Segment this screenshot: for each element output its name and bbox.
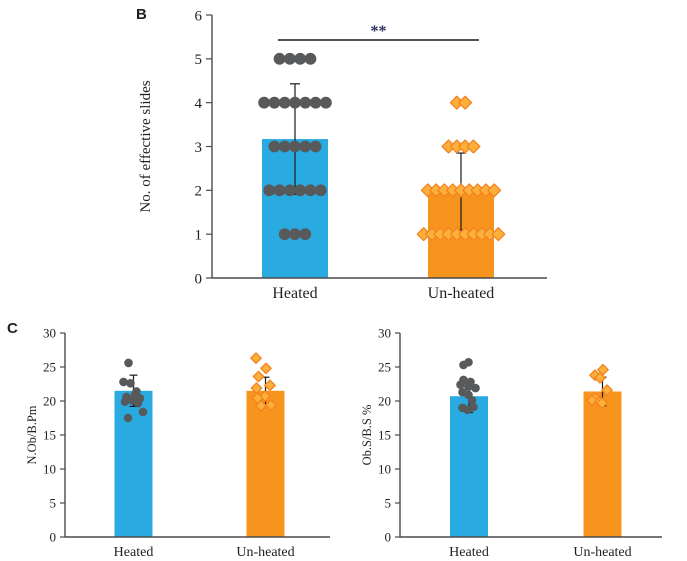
panel-label-b: B (136, 6, 147, 23)
data-point-diamond (265, 399, 277, 411)
panel-label-c: C (7, 320, 18, 337)
y-tick-label: 5 (385, 496, 392, 511)
y-tick-label: 30 (378, 326, 391, 341)
data-point-circle (294, 52, 307, 65)
data-point-diamond (586, 394, 598, 407)
y-tick-label: 15 (378, 428, 391, 443)
data-point-circle (138, 407, 148, 417)
bar-heated (114, 390, 153, 537)
y-tick-label: 5 (50, 496, 57, 511)
y-tick-label: 0 (195, 271, 203, 287)
data-point-circle (463, 405, 472, 415)
data-point-circle (304, 184, 317, 197)
y-tick-label: 15 (43, 428, 56, 443)
y-axis-title: No. of effective slides (138, 80, 154, 212)
data-point-diamond (487, 183, 502, 198)
significance-label: ** (371, 23, 387, 40)
category-label-heated: Heated (114, 545, 154, 560)
data-point-circle (273, 184, 286, 197)
data-point-circle (294, 184, 307, 197)
data-point-circle (126, 379, 135, 388)
data-point-circle (314, 184, 327, 197)
data-point-circle (289, 228, 301, 241)
data-point-circle (456, 380, 465, 389)
data-point-circle (120, 397, 130, 406)
y-tick-label: 5 (195, 52, 203, 68)
data-point-circle (299, 228, 312, 241)
y-tick-label: 0 (50, 530, 57, 545)
data-point-diamond (264, 379, 276, 392)
category-label-un-heated: Un-heated (428, 285, 495, 302)
y-tick-label: 4 (195, 96, 203, 112)
data-point-circle (289, 140, 301, 153)
data-point-circle (299, 140, 312, 153)
data-point-circle (263, 184, 276, 197)
data-point-circle (273, 52, 286, 65)
y-tick-label: 1 (195, 227, 203, 243)
data-point-circle (289, 96, 301, 109)
data-point-circle (309, 96, 322, 109)
y-tick-label: 20 (43, 394, 56, 409)
bar-heated (450, 396, 488, 537)
data-point-circle (278, 96, 291, 109)
data-point-circle (268, 96, 281, 109)
category-label-un-heated: Un-heated (236, 545, 294, 560)
data-point-diamond (596, 397, 608, 409)
data-point-circle (119, 377, 128, 387)
data-point-circle (304, 52, 317, 65)
data-point-circle (283, 184, 296, 197)
data-point-diamond (252, 370, 265, 383)
data-point-circle (467, 396, 477, 405)
category-label-heated: Heated (272, 285, 317, 302)
data-point-circle (464, 382, 473, 392)
category-label-un-heated: Un-heated (573, 545, 631, 560)
data-point-circle (459, 360, 468, 370)
data-point-diamond (594, 372, 606, 384)
data-point-circle (309, 140, 322, 153)
bar-un-heated (246, 390, 285, 537)
y-axis-title: Ob.S/B.S % (360, 405, 374, 466)
bar-un-heated (583, 391, 622, 537)
y-tick-label: 2 (195, 184, 203, 200)
y-tick-label: 6 (195, 8, 203, 24)
data-point-diamond (491, 227, 506, 242)
data-point-circle (299, 96, 312, 109)
category-label-heated: Heated (449, 545, 489, 560)
data-point-circle (283, 52, 296, 65)
y-tick-label: 30 (43, 326, 56, 341)
y-tick-label: 20 (378, 394, 391, 409)
data-point-circle (258, 96, 270, 109)
data-point-circle (471, 383, 480, 393)
data-point-circle (268, 140, 281, 153)
data-point-circle (278, 228, 291, 241)
data-point-circle (320, 96, 332, 109)
y-axis-title: N.Ob/B.Pm (25, 405, 39, 464)
data-point-circle (133, 398, 143, 408)
data-point-diamond (250, 352, 262, 365)
data-point-circle (123, 413, 133, 423)
y-tick-label: 10 (378, 462, 391, 477)
data-point-diamond (260, 362, 272, 375)
y-tick-label: 25 (378, 360, 391, 375)
y-tick-label: 0 (385, 530, 392, 545)
data-point-diamond (458, 95, 473, 110)
y-tick-label: 25 (43, 360, 56, 375)
y-tick-label: 3 (195, 140, 203, 156)
data-point-diamond (255, 399, 267, 412)
data-point-circle (278, 140, 291, 153)
y-tick-label: 10 (43, 462, 56, 477)
data-point-diamond (601, 384, 613, 396)
data-point-circle (124, 358, 133, 368)
data-point-diamond (466, 139, 481, 154)
